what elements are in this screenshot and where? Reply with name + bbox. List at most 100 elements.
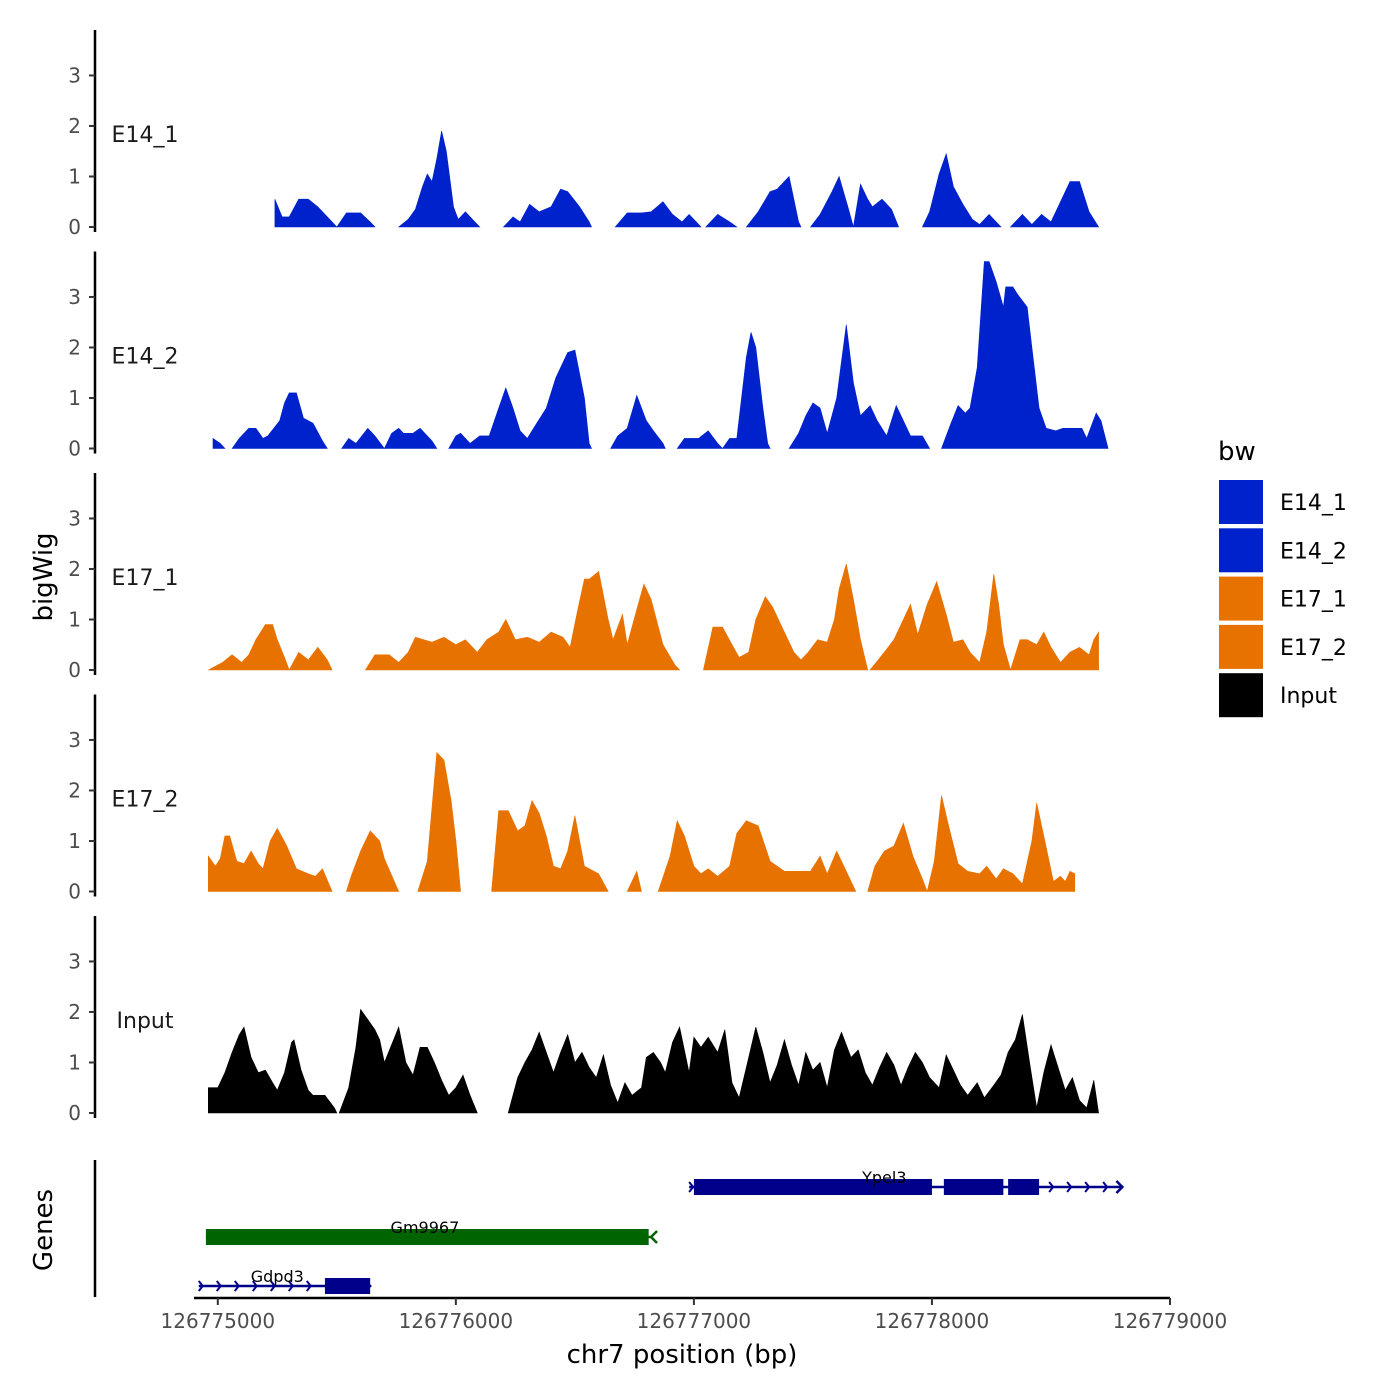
signal-area-E14_1 [502, 188, 592, 228]
x-tick-label: 126778000 [875, 1309, 990, 1333]
signal-area-E17_1 [869, 573, 1099, 672]
y-tick-label: 2 [68, 1000, 81, 1024]
strand-arrow [370, 1231, 377, 1243]
signal-area-E14_2 [941, 261, 1109, 449]
panel-label: E17_1 [112, 566, 179, 591]
panel-label: Input [117, 1009, 174, 1034]
y-tick-label: 2 [68, 557, 81, 581]
strand-arrow [640, 1231, 647, 1243]
strand-arrow [496, 1231, 503, 1243]
signal-area-E14_2 [212, 437, 226, 449]
x-tick-label: 126775000 [161, 1309, 276, 1333]
x-axis: 126775000 126776000 126777000 126778000 1267… [161, 1296, 1228, 1333]
signal-area-Input [507, 1014, 1099, 1114]
legend-entry-E17_2: E17_2 [1219, 624, 1347, 669]
strand-arrow [1066, 1181, 1073, 1193]
strand-arrow [460, 1231, 467, 1243]
y-tick-label: 1 [68, 829, 81, 853]
strand-arrow [514, 1231, 521, 1243]
signal-area-E14_1 [397, 130, 481, 228]
legend-entry-E14_2: E14_2 [1219, 528, 1347, 573]
signal-panels: 0 1 2 3 E14_1 0 1 2 3 E14_2 0 1 2 3 E17_1 0 1 2 3 E17_2 0 1 2 3… [68, 30, 1109, 1125]
panel-E14_1: 0 1 2 3 E14_1 [68, 30, 1100, 239]
y-tick-label: 1 [68, 1050, 81, 1074]
y-tick-label: 1 [68, 607, 81, 631]
strand-arrow [316, 1231, 323, 1243]
x-tick-label: 126777000 [637, 1309, 752, 1333]
signal-area-E17_1 [208, 624, 333, 671]
strand-arrow [622, 1231, 629, 1243]
legend-entry-E17_1: E17_1 [1219, 576, 1347, 621]
strand-arrow [442, 1231, 449, 1243]
signal-area-E17_2 [417, 751, 461, 892]
strand-arrow [604, 1231, 611, 1243]
gene-label: Ypel3 [861, 1168, 906, 1187]
legend-swatch [1219, 528, 1263, 573]
strand-arrow [406, 1231, 413, 1243]
strand-arrow [532, 1231, 539, 1243]
strand-arrow [262, 1231, 269, 1243]
y-tick-label: 3 [68, 63, 81, 87]
strand-arrow [334, 1231, 341, 1243]
panel-label: E14_2 [112, 345, 179, 370]
signal-area-E14_1 [1009, 181, 1100, 228]
y-tick-label: 0 [68, 215, 81, 239]
signal-area-E14_1 [809, 175, 900, 228]
signal-area-E14_1 [614, 201, 702, 228]
strand-arrow [352, 1231, 359, 1243]
y-tick-label: 2 [68, 778, 81, 802]
strand-arrow [568, 1231, 575, 1243]
y-tick-label: 0 [68, 437, 81, 461]
gene-exon [943, 1179, 1004, 1195]
gene-Gm9967: Gm9967 [205, 1218, 658, 1245]
strand-arrow [226, 1231, 233, 1243]
x-axis-title: chr7 position (bp) [567, 1340, 798, 1370]
strand-arrow [305, 1280, 313, 1292]
y-axis-title: bigWig [29, 532, 59, 621]
panel-label: E17_2 [112, 788, 179, 813]
strand-arrow [233, 1280, 241, 1292]
x-tick-label: 126779000 [1113, 1309, 1228, 1333]
legend: bw E14_1 E14_2 E17_1 E17_2 Input [1218, 437, 1347, 718]
strand-arrow [1102, 1181, 1109, 1193]
strand-arrow [688, 1181, 695, 1193]
signal-area-E14_1 [745, 175, 802, 228]
strand-arrow [388, 1231, 395, 1243]
panel-E17_2: 0 1 2 3 E17_2 [68, 694, 1076, 904]
legend-label: E14_2 [1280, 539, 1347, 564]
legend-label: E17_2 [1280, 636, 1347, 661]
strand-arrow [280, 1231, 287, 1243]
signal-area-E14_2 [231, 392, 328, 449]
y-tick-label: 2 [68, 114, 81, 138]
signal-area-E17_1 [703, 563, 869, 671]
strand-arrow [287, 1280, 295, 1292]
y-tick-label: 3 [68, 506, 81, 530]
y-tick-label: 0 [68, 1101, 81, 1125]
strand-arrow [269, 1280, 277, 1292]
strand-arrow [1115, 1180, 1125, 1194]
y-tick-label: 3 [68, 728, 81, 752]
legend-label: E17_1 [1280, 588, 1347, 613]
panel-E17_1: 0 1 2 3 E17_1 [68, 473, 1099, 682]
y-tick-label: 1 [68, 164, 81, 188]
signal-area-E14_1 [274, 198, 338, 228]
gene-label: Gm9967 [391, 1218, 460, 1237]
strand-arrow [197, 1280, 205, 1292]
legend-label: E14_1 [1280, 491, 1347, 516]
gene-exon [693, 1179, 932, 1195]
genes-axis-title: Genes [29, 1189, 59, 1271]
legend-entry-Input: Input [1219, 673, 1337, 718]
legend-swatch [1219, 576, 1263, 621]
signal-area-E14_2 [448, 349, 592, 449]
strand-arrow [649, 1230, 658, 1244]
y-tick-label: 3 [68, 285, 81, 309]
strand-arrow [550, 1231, 557, 1243]
gene-exon [324, 1278, 371, 1294]
panel-Input: 0 1 2 3 Input [68, 916, 1099, 1125]
signal-area-E17_2 [867, 795, 1076, 893]
legend-swatch [1219, 624, 1263, 669]
strand-arrow [215, 1280, 223, 1292]
signal-area-E17_2 [657, 819, 857, 892]
legend-swatch [1219, 673, 1263, 718]
signal-area-E17_2 [491, 799, 609, 892]
